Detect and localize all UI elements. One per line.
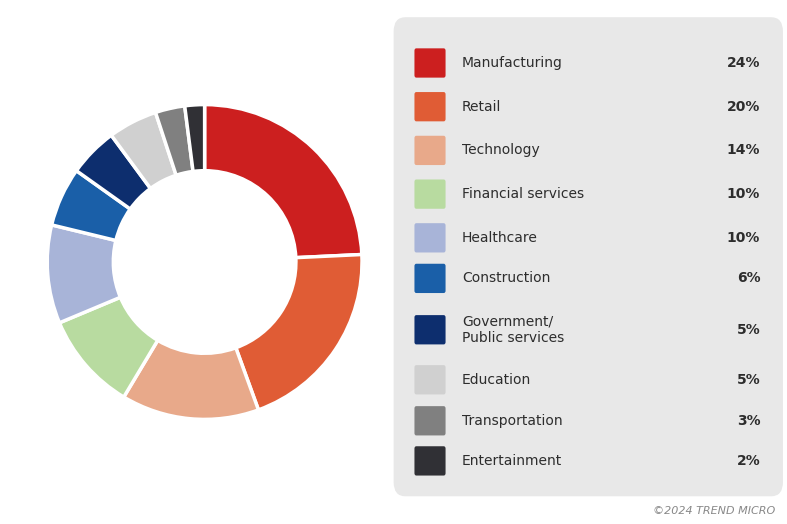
FancyBboxPatch shape [415, 365, 445, 395]
Text: ©2024 TREND MICRO: ©2024 TREND MICRO [653, 506, 775, 516]
Text: Healthcare: Healthcare [462, 231, 538, 245]
FancyBboxPatch shape [415, 180, 445, 209]
Text: 10%: 10% [727, 231, 760, 245]
FancyBboxPatch shape [415, 136, 445, 165]
Text: Transportation: Transportation [462, 414, 563, 428]
Text: 3%: 3% [737, 414, 760, 428]
Wedge shape [185, 105, 205, 171]
FancyBboxPatch shape [415, 315, 445, 344]
Wedge shape [47, 225, 120, 323]
Wedge shape [76, 135, 150, 209]
Text: Manufacturing: Manufacturing [462, 56, 563, 70]
FancyBboxPatch shape [415, 406, 445, 435]
Text: Education: Education [462, 373, 531, 387]
Text: Retail: Retail [462, 100, 501, 114]
Text: 14%: 14% [726, 144, 760, 157]
Text: 20%: 20% [727, 100, 760, 114]
Wedge shape [111, 113, 176, 189]
Text: 24%: 24% [726, 56, 760, 70]
Wedge shape [60, 297, 157, 397]
FancyBboxPatch shape [415, 446, 445, 476]
Text: 6%: 6% [737, 271, 760, 286]
Wedge shape [52, 171, 131, 241]
Text: 2%: 2% [737, 454, 760, 468]
Wedge shape [205, 105, 362, 258]
Text: 5%: 5% [737, 323, 760, 337]
FancyBboxPatch shape [415, 223, 445, 253]
FancyBboxPatch shape [415, 264, 445, 293]
Text: Entertainment: Entertainment [462, 454, 562, 468]
Wedge shape [156, 106, 193, 175]
Wedge shape [124, 340, 258, 419]
Text: Government/
Public services: Government/ Public services [462, 315, 564, 345]
Text: 5%: 5% [737, 373, 760, 387]
Text: Construction: Construction [462, 271, 550, 286]
FancyBboxPatch shape [394, 18, 782, 496]
FancyBboxPatch shape [415, 48, 445, 78]
FancyBboxPatch shape [415, 92, 445, 122]
Wedge shape [236, 255, 362, 410]
Text: Financial services: Financial services [462, 187, 584, 201]
Text: Technology: Technology [462, 144, 540, 157]
Text: 10%: 10% [727, 187, 760, 201]
